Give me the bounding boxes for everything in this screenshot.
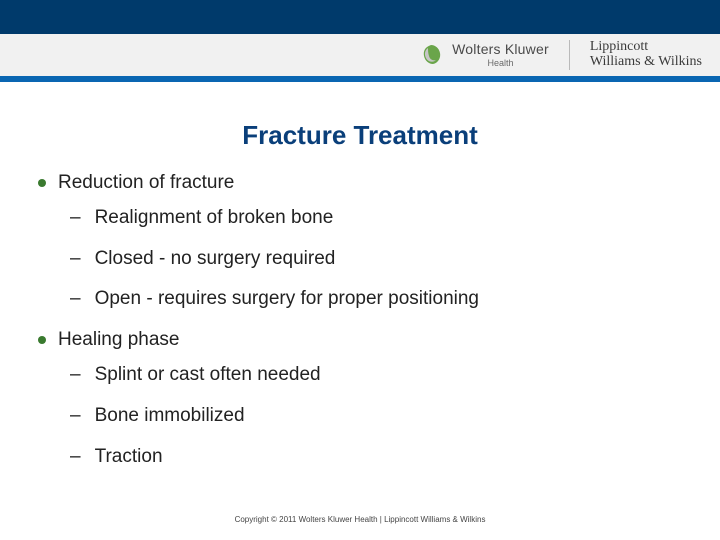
header-gray-strip: Wolters Kluwer Health Lippincott William… [0,34,720,76]
sublist: –Realignment of broken bone –Closed - no… [70,207,688,311]
dash-icon: – [70,405,81,428]
brand-wk-text: Wolters Kluwer [452,42,549,57]
bullet-level2: –Open - requires surgery for proper posi… [70,288,688,311]
dash-icon: – [70,446,81,469]
bullet-level2: –Bone immobilized [70,405,688,428]
bullet-text: Healing phase [58,329,688,352]
brand-right-line2: Williams & Wilkins [590,55,702,70]
bullet-text: Reduction of fracture [58,172,688,195]
bullet-level1: Reduction of fracture [38,172,688,195]
brand-separator [569,40,570,70]
brand-group: Wolters Kluwer Health Lippincott William… [420,40,702,70]
slide: Wolters Kluwer Health Lippincott William… [0,0,720,540]
header: Wolters Kluwer Health Lippincott William… [0,0,720,88]
sub-text: Bone immobilized [95,405,688,428]
brand-right-line1: Lippincott [590,40,702,55]
bullet-level2: –Splint or cast often needed [70,364,688,387]
sublist: –Splint or cast often needed –Bone immob… [70,364,688,468]
bullet-level1: Healing phase [38,329,688,352]
bullet-icon [38,179,46,187]
header-blue-bar [0,0,720,34]
brand-health-text: Health [487,59,513,68]
sub-text: Splint or cast often needed [95,364,688,387]
sub-text: Open - requires surgery for proper posit… [95,288,688,311]
wk-logo-icon [420,44,442,66]
dash-icon: – [70,207,81,230]
copyright-footer: Copyright © 2011 Wolters Kluwer Health |… [0,515,720,524]
sub-text: Realignment of broken bone [95,207,688,230]
brand-left: Wolters Kluwer Health [452,42,549,68]
content-area: Reduction of fracture –Realignment of br… [38,172,688,486]
brand-right: Lippincott Williams & Wilkins [590,40,702,69]
bullet-level2: –Traction [70,446,688,469]
dash-icon: – [70,248,81,271]
bullet-level2: –Realignment of broken bone [70,207,688,230]
slide-title: Fracture Treatment [0,120,720,151]
sub-text: Closed - no surgery required [95,248,688,271]
sub-text: Traction [95,446,688,469]
dash-icon: – [70,288,81,311]
bullet-level2: –Closed - no surgery required [70,248,688,271]
header-accent-line [0,76,720,82]
bullet-icon [38,336,46,344]
dash-icon: – [70,364,81,387]
